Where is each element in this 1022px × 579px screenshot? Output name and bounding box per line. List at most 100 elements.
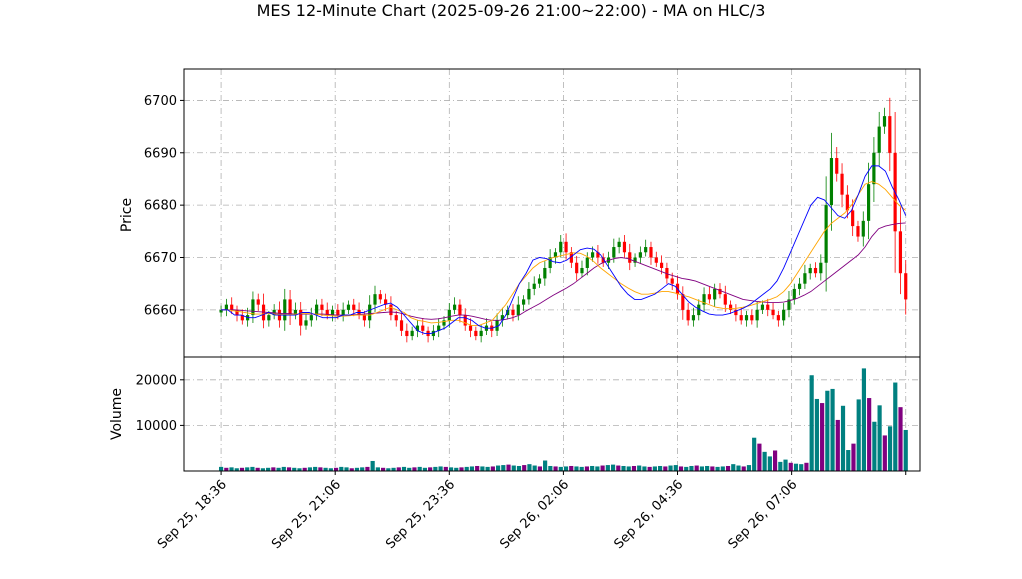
volume-bar [621, 465, 626, 471]
candle-body [458, 304, 462, 316]
candle-body [267, 315, 271, 321]
price-ytick-label: 6660 [144, 303, 177, 318]
candle-body [437, 325, 441, 331]
candle-body [553, 252, 558, 258]
volume-bar [642, 466, 647, 471]
volume-bar [626, 466, 631, 471]
candle-body [596, 252, 600, 258]
volume-bar [767, 456, 772, 471]
volume-bar [475, 465, 480, 471]
volume-bar [772, 450, 778, 471]
candle-body [707, 294, 711, 300]
candle-body [744, 315, 749, 321]
candle-body [691, 315, 696, 321]
candle-body [792, 288, 796, 300]
volume-bar [673, 465, 678, 471]
volume-bar [516, 465, 522, 471]
volume-panel-frame [183, 356, 921, 472]
candle-body [617, 241, 621, 248]
candle-body [431, 330, 435, 337]
volume-bar [736, 465, 741, 471]
candle-body [384, 299, 388, 305]
candle-body [283, 299, 287, 321]
candle-body [776, 315, 780, 321]
candle-body [739, 315, 743, 321]
volume-bar [610, 464, 616, 471]
candle-body [729, 304, 733, 310]
candle-body [580, 267, 584, 274]
candle-body [888, 116, 892, 153]
volume-ytick-label: 20000 [136, 373, 177, 388]
candle-body [548, 257, 552, 268]
volume-bar [558, 466, 563, 471]
volume-bar [543, 460, 548, 471]
volume-bar [339, 466, 344, 471]
volume-bar [401, 466, 407, 471]
candle-body [468, 325, 473, 331]
candle-body [766, 304, 770, 310]
volume-bar [245, 467, 250, 471]
price-ytick-label: 6680 [144, 199, 177, 214]
candle-body [851, 210, 855, 227]
volume-bar [527, 464, 532, 471]
volume-bar [616, 465, 621, 471]
volume-bar [318, 467, 323, 471]
candle-body [882, 116, 887, 127]
candle-body [378, 294, 382, 300]
volume-bar [799, 464, 804, 471]
candle-body [362, 315, 366, 321]
volume-bar [443, 466, 448, 471]
candle-body [829, 158, 834, 206]
volume-ytick-label: 10000 [136, 419, 177, 434]
price-ytick-label: 6690 [144, 146, 177, 161]
volume-bar [433, 466, 438, 471]
candle-body [500, 315, 504, 321]
volume-bar [705, 465, 710, 471]
candle-body [824, 205, 828, 263]
xtick-label: Sep 26, 02:06 [497, 477, 572, 552]
volume-bar [313, 466, 318, 471]
candle-body [628, 252, 632, 263]
volume-bar [563, 466, 569, 471]
candle-body [564, 241, 568, 253]
volume-bar [835, 419, 840, 471]
candle-body [320, 304, 324, 310]
xtick-label: Sep 26, 07:06 [726, 477, 801, 552]
volume-bar [893, 382, 898, 471]
candle-body [644, 247, 648, 253]
volume-bar [689, 465, 694, 471]
volume-bar [830, 388, 835, 471]
candle-body [713, 288, 717, 300]
volume-bar [668, 465, 673, 471]
volume-bar [459, 467, 464, 471]
candle-body [341, 309, 345, 316]
candle-body [575, 262, 579, 274]
candle-body [686, 309, 690, 321]
volume-bar [386, 468, 391, 471]
price-ytick-label: 6670 [144, 251, 177, 266]
candle-body [415, 325, 420, 331]
candle-body [622, 241, 627, 253]
volume-bar [281, 466, 286, 471]
volume-bar [292, 467, 297, 471]
volume-bar [877, 405, 882, 471]
volume-bar [569, 465, 574, 471]
candle-body [299, 309, 303, 326]
candle-body [527, 288, 531, 300]
candle-body [877, 126, 881, 153]
price-axis-label: Price [119, 198, 135, 232]
candle-body [660, 262, 664, 268]
moving-average-lines [221, 165, 907, 334]
volume-bar [276, 467, 281, 471]
volume-bar [448, 467, 454, 471]
volume-bar [323, 467, 328, 471]
volume-bar [234, 468, 239, 471]
xtick-label: Sep 25, 23:36 [383, 477, 458, 552]
volume-bar [778, 461, 783, 471]
volume-bar [495, 465, 501, 471]
candle-body [330, 309, 335, 316]
volume-bar [867, 398, 872, 471]
candle-body [463, 315, 467, 326]
volume-bar [537, 466, 542, 471]
